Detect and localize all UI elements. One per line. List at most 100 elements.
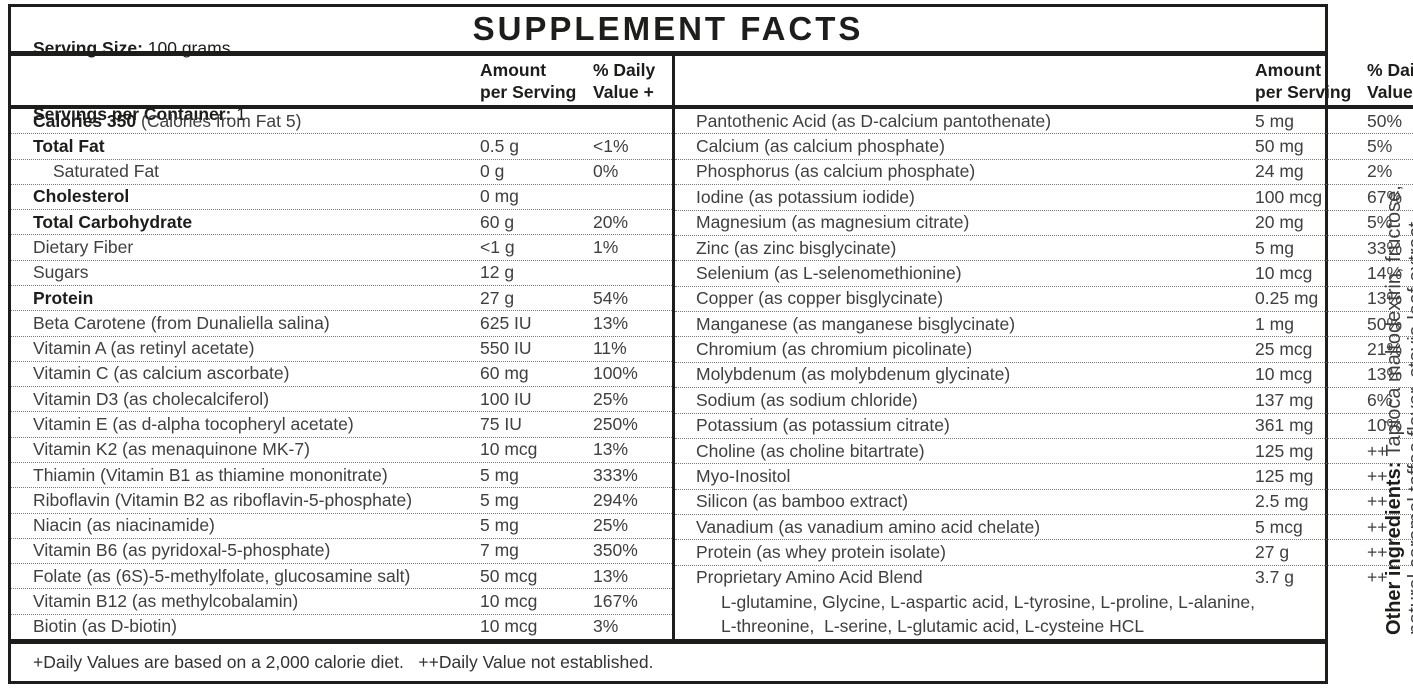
nutrient-row: Selenium (as L-selenomethionine) 10 mcg … <box>675 260 1413 285</box>
nutrient-row: Silicon (as bamboo extract) 2.5 mg ++ <box>675 488 1413 514</box>
right-column-header: Amount per Serving % Daily Value + <box>675 56 1413 109</box>
nutrient-row: Phosphorus (as calcium phosphate) 24 mg … <box>675 158 1413 184</box>
nutrient-daily-value: 5% <box>1367 212 1393 233</box>
nutrient-label-regular: Biotin (as D-biotin) <box>33 616 177 637</box>
nutrient-label-regular: Saturated Fat <box>53 161 160 182</box>
supplement-facts-label: SUPPLEMENT FACTS Serving Size: 100 grams… <box>8 4 1413 684</box>
nutrient-row: Proprietary Amino Acid Blend 3.7 g ++ <box>675 564 1413 590</box>
nutrient-daily-value: ++ <box>1367 516 1388 537</box>
nutrient-amount: 10 mcg <box>480 616 538 637</box>
nutrient-daily-value: <1% <box>593 135 629 156</box>
serving-size-label: Serving Size: <box>33 37 143 58</box>
nutrient-label-regular: Vitamin B6 (as pyridoxal-5-phosphate) <box>33 540 331 561</box>
nutrient-label-regular: Proprietary Amino Acid Blend <box>696 567 923 588</box>
nutrient-amount: 5 mg <box>1255 110 1294 131</box>
nutrient-label-bold: Cholesterol <box>33 186 130 207</box>
amount-header-line2: per Serving <box>1255 81 1352 102</box>
nutrient-label-regular: Vitamin C (as calcium ascorbate) <box>33 363 290 384</box>
nutrient-label: Myo-Inositol <box>675 466 1255 487</box>
nutrient-amount: <1 g <box>480 237 515 258</box>
nutrient-daily-value: ++ <box>1367 491 1388 512</box>
nutrient-daily-value: 1% <box>593 237 619 258</box>
nutrient-label: Vitamin E (as d-alpha tocopheryl acetate… <box>11 414 480 435</box>
nutrient-label: Niacin (as niacinamide) <box>11 515 480 536</box>
nutrient-daily-value: 350% <box>593 540 638 561</box>
nutrient-row: Calcium (as calcium phosphate) 50 mg 5% <box>675 133 1413 158</box>
daily-value-header-line1: % Daily <box>593 59 656 80</box>
nutrient-row: Manganese (as manganese bisglycinate) 1 … <box>675 311 1413 336</box>
nutrient-daily-value: 13% <box>593 565 629 586</box>
nutrient-daily-value: 21% <box>1367 339 1403 360</box>
nutrient-label: Pantothenic Acid (as D-calcium pantothen… <box>675 111 1255 132</box>
nutrient-label-bold: Calories 350 <box>33 110 137 131</box>
nutrient-label-regular: Dietary Fiber <box>33 237 134 258</box>
nutrient-row: Protein 27 g 54% <box>11 284 672 310</box>
other-ingredients-line: Other ingredients: Tapioca maltodextrin,… <box>1383 45 1405 635</box>
nutrient-daily-value: 100% <box>593 363 638 384</box>
nutrient-row: Molybdenum (as molybdenum glycinate) 10 … <box>675 361 1413 387</box>
nutrient-row: Niacin (as niacinamide) 5 mg 25% <box>11 512 672 538</box>
serving-size-value: 100 grams <box>142 37 231 58</box>
nutrient-daily-value: 13% <box>1367 364 1403 385</box>
nutrient-amount: 5 mg <box>480 464 519 485</box>
nutrient-row: Vitamin A (as retinyl acetate) 550 IU 11… <box>11 335 672 361</box>
nutrient-amount: 27 g <box>1255 542 1290 563</box>
nutrient-label-regular: Molybdenum (as molybdenum glycinate) <box>696 364 1011 385</box>
serving-info: Serving Size: 100 grams Servings per Con… <box>11 0 480 169</box>
nutrient-row: Choline (as choline bitartrate) 125 mg +… <box>675 437 1413 463</box>
nutrient-label-bold: Total Fat <box>33 135 105 156</box>
nutrient-label: Vitamin A (as retinyl acetate) <box>11 338 480 359</box>
nutrient-daily-value: 67% <box>1367 186 1403 207</box>
nutrient-label: Vitamin C (as calcium ascorbate) <box>11 363 480 384</box>
nutrient-amount: 10 mcg <box>480 439 538 460</box>
nutrient-label-regular: Zinc (as zinc bisglycinate) <box>696 237 897 258</box>
servings-value: 1 <box>231 103 246 124</box>
nutrient-label: Folate (as (6S)-5-methylfolate, glucosam… <box>11 566 480 587</box>
other-ingredients-line: natural caramel toffee flavor, stevia le… <box>1405 45 1413 635</box>
nutrient-amount: 25 mcg <box>1255 339 1313 360</box>
nutrient-daily-value: 5% <box>1367 136 1393 157</box>
nutrient-row: Thiamin (Vitamin B1 as thiamine mononitr… <box>11 461 672 487</box>
nutrient-label-regular: Sugars <box>33 262 89 283</box>
nutrient-daily-value: 25% <box>593 515 629 536</box>
left-rows: Calories 350 (Calories from Fat 5) Total… <box>11 109 672 639</box>
daily-value-header-line2: Value + <box>593 81 654 102</box>
other-ingredients-regular: natural caramel toffee flavor, stevia le… <box>1405 216 1413 635</box>
nutrient-label-regular: Folate (as (6S)-5-methylfolate, glucosam… <box>33 565 411 586</box>
nutrient-label-regular: Vitamin A (as retinyl acetate) <box>33 338 255 359</box>
nutrient-row: Potassium (as potassium citrate) 361 mg … <box>675 412 1413 438</box>
nutrient-daily-value: 0% <box>593 161 619 182</box>
nutrient-amount: 50 mg <box>1255 136 1304 157</box>
nutrient-label: Protein (as whey protein isolate) <box>675 542 1255 563</box>
nutrient-row: Beta Carotene (from Dunaliella salina) 6… <box>11 310 672 335</box>
nutrient-row: Cholesterol 0 mg <box>11 183 672 209</box>
nutrient-row: Vitamin B12 (as methylcobalamin) 10 mcg … <box>11 588 672 613</box>
servings-label: Servings per Container: <box>33 103 232 124</box>
nutrient-label-regular: Iodine (as potassium iodide) <box>696 186 915 207</box>
nutrient-label-regular: Niacin (as niacinamide) <box>33 515 215 536</box>
nutrient-amount: 0 mg <box>480 186 519 207</box>
daily-value-header: % Daily Value + <box>593 59 672 103</box>
nutrient-daily-value: 333% <box>593 464 638 485</box>
nutrient-amount: 5 mg <box>480 515 519 536</box>
nutrient-row: Vanadium (as vanadium amino acid chelate… <box>675 514 1413 539</box>
nutrient-label: Sodium (as sodium chloride) <box>675 390 1255 411</box>
nutrient-row: Vitamin K2 (as menaquinone MK-7) 10 mcg … <box>11 436 672 462</box>
nutrient-amount: 125 mg <box>1255 440 1314 461</box>
nutrient-amount: 100 IU <box>480 388 532 409</box>
right-rows: Pantothenic Acid (as D-calcium pantothen… <box>675 109 1413 639</box>
nutrient-row: Zinc (as zinc bisglycinate) 5 mg 33% <box>675 234 1413 260</box>
nutrient-label: Magnesium (as magnesium citrate) <box>675 212 1255 233</box>
nutrient-row: Copper (as copper bisglycinate) 0.25 mg … <box>675 285 1413 311</box>
nutrient-label-regular: Calcium (as calcium phosphate) <box>696 136 945 157</box>
nutrient-amount: 0.25 mg <box>1255 288 1319 309</box>
nutrient-amount: 5 mg <box>480 489 519 510</box>
nutrient-label-regular: Silicon (as bamboo extract) <box>696 491 909 512</box>
nutrient-daily-value: 167% <box>593 590 638 611</box>
nutrient-daily-value: 14% <box>1367 262 1403 283</box>
nutrient-daily-value: 10% <box>1367 415 1403 436</box>
nutrient-row: Dietary Fiber <1 g 1% <box>11 234 672 259</box>
nutrient-amount: 24 mg <box>1255 161 1304 182</box>
nutrient-row: Magnesium (as magnesium citrate) 20 mg 5… <box>675 209 1413 235</box>
nutrient-amount: 27 g <box>480 287 515 308</box>
